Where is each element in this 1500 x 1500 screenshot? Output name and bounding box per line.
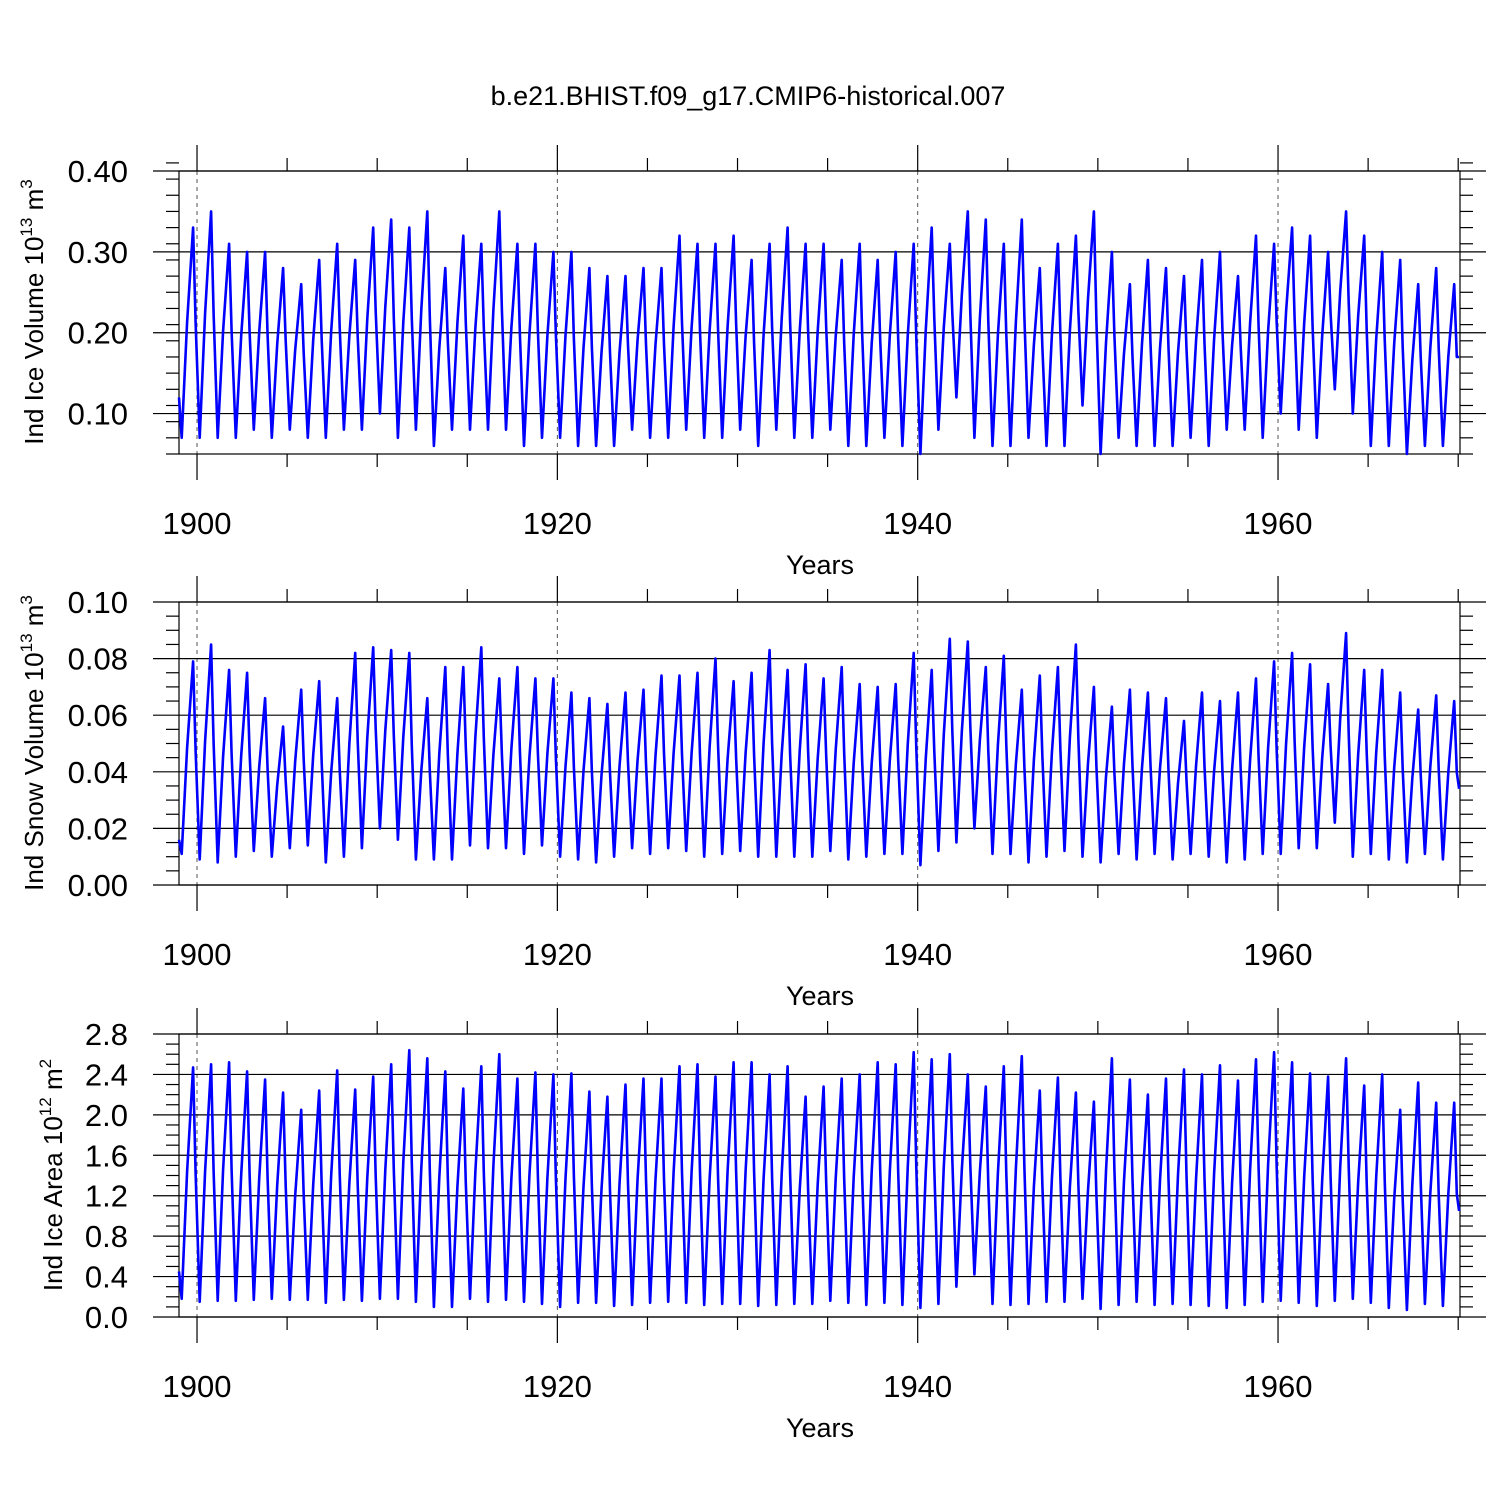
- figure-title: b.e21.BHIST.f09_g17.CMIP6-historical.007: [491, 81, 1006, 111]
- x-tick-label: 1960: [1244, 506, 1313, 541]
- axis-ticks: 1900 1920 1940 1960 0.10 0.20 0.30 0.40: [68, 145, 1486, 541]
- x-tick-label: 1960: [1244, 1369, 1313, 1404]
- y-axis-title: Ind Ice Area 1012 m2: [36, 1059, 68, 1291]
- y-axis-title-unit: m: [38, 1068, 68, 1097]
- y-axis-title: Ind Snow Volume 1013 m3: [17, 595, 49, 891]
- x-tick-label: 1940: [883, 1369, 952, 1404]
- x-tick-label: 1920: [523, 937, 592, 972]
- y-tick-label: 2.4: [85, 1057, 128, 1092]
- y-axis-title-unit-exponent: 3: [17, 595, 36, 604]
- y-axis-title-unit-exponent: 2: [36, 1059, 55, 1068]
- y-tick-label: 0.0: [85, 1300, 128, 1335]
- y-axis-title: Ind Ice Volume 1013 m3: [17, 179, 49, 444]
- y-axis-title-unit: m: [19, 605, 49, 634]
- y-axis-title-unit-exponent: 3: [17, 179, 36, 188]
- y-tick-label: 0.04: [68, 755, 128, 790]
- y-axis-title-main: Ind Snow Volume 10: [19, 652, 49, 891]
- y-tick-label: 1.2: [85, 1179, 128, 1214]
- axis-ticks: 1900 1920 1940 1960 0.00 0.02 0.04 0.06 0.08 0.10: [68, 576, 1486, 972]
- y-axis-title-main: Ind Ice Area 10: [38, 1116, 68, 1291]
- x-axis-title: Years: [786, 1413, 854, 1443]
- y-tick-label: 0.08: [68, 642, 128, 677]
- x-tick-label: 1940: [883, 506, 952, 541]
- y-tick-label: 0.8: [85, 1219, 128, 1254]
- y-axis-title-exponent: 13: [17, 633, 36, 652]
- panel-snow-volume: 1900 1920 1940 1960 0.00 0.02 0.04 0.06 0.08 0.10…: [17, 576, 1486, 1011]
- y-axis-title-exponent: 13: [17, 218, 36, 237]
- ice-area-series-line: [177, 1048, 1461, 1312]
- y-tick-label: 0.20: [68, 316, 128, 351]
- reference-lines: [196, 1034, 1279, 1317]
- y-axis-title-exponent: 12: [36, 1097, 55, 1116]
- x-tick-label: 1920: [523, 1369, 592, 1404]
- x-tick-label: 1940: [883, 937, 952, 972]
- reference-lines: [196, 602, 1279, 885]
- ice-volume-series-line: [177, 210, 1460, 456]
- x-axis-title: Years: [786, 981, 854, 1011]
- x-axis-title: Years: [786, 550, 854, 580]
- y-tick-label: 2.8: [85, 1017, 128, 1052]
- y-tick-label: 1.6: [85, 1138, 128, 1173]
- y-tick-label: 0.00: [68, 868, 128, 903]
- y-tick-label: 0.40: [68, 154, 128, 189]
- y-tick-label: 0.06: [68, 698, 128, 733]
- x-tick-label: 1920: [523, 506, 592, 541]
- x-tick-label: 1900: [163, 506, 232, 541]
- snow-volume-series-line: [177, 631, 1461, 867]
- y-axis-title-main: Ind Ice Volume 10: [19, 237, 49, 445]
- y-tick-label: 0.02: [68, 811, 128, 846]
- y-tick-label: 0.30: [68, 235, 128, 270]
- reference-lines: [196, 171, 1279, 454]
- y-axis-title-unit: m: [19, 189, 49, 218]
- panel-ice-volume: 1900 1920 1940 1960 0.10 0.20 0.30 0.40 Ind Ice…: [17, 145, 1486, 580]
- x-tick-label: 1960: [1244, 937, 1313, 972]
- y-tick-label: 2.0: [85, 1098, 128, 1133]
- panel-ice-area: 1900 1920 1940 1960 0.0 0.4 0.8 1.2 1.6 2.0 2.4 2.8…: [36, 1008, 1486, 1443]
- y-tick-label: 0.10: [68, 397, 128, 432]
- x-tick-label: 1900: [163, 1369, 232, 1404]
- y-tick-label: 0.10: [68, 585, 128, 620]
- y-tick-label: 0.4: [85, 1260, 128, 1295]
- x-tick-label: 1900: [163, 937, 232, 972]
